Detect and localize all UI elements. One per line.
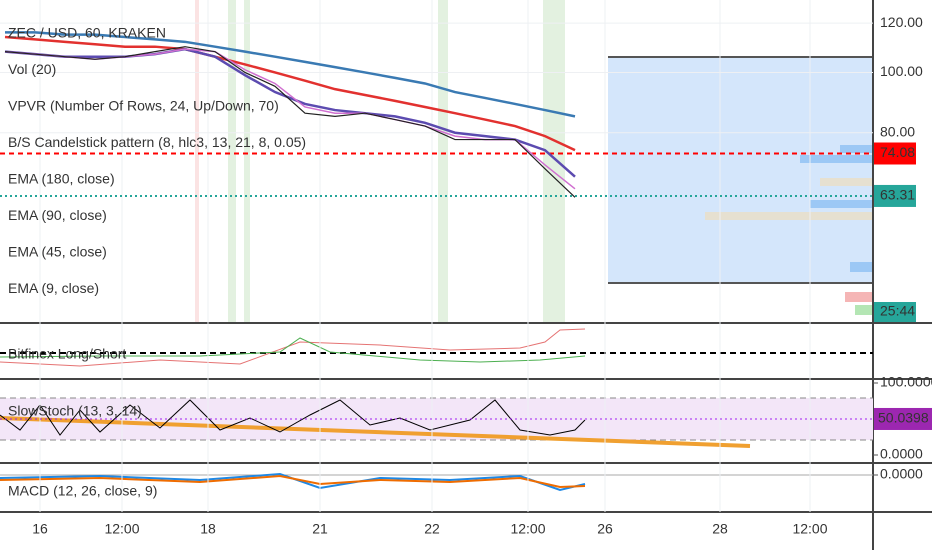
y-tick-label: 0.0000 — [880, 466, 923, 482]
vpvr-range — [608, 57, 873, 283]
macd-signal — [0, 474, 586, 489]
price-tag — [874, 142, 916, 165]
pane-title: Bitfinex Long/Short — [8, 346, 126, 362]
x-tick-label: 16 — [32, 521, 48, 537]
legend-entry: ZEC / USD, 60, KRAKEN — [8, 25, 166, 41]
x-tick-label: 28 — [712, 521, 728, 537]
y-tick-label: 80.00 — [880, 123, 915, 139]
x-tick-label: 26 — [597, 521, 613, 537]
price-line — [4, 46, 576, 198]
stoch-k — [0, 399, 586, 436]
x-tick-label: 12:00 — [104, 521, 139, 537]
legend-entry: EMA (90, close) — [8, 207, 107, 223]
x-tick-label: 12:00 — [510, 521, 545, 537]
signal-bands — [195, 0, 565, 322]
x-tick-label: 12:00 — [792, 521, 827, 537]
countdown: 25:44 — [880, 303, 915, 319]
ema-line — [4, 47, 576, 178]
vpvr-bars — [705, 145, 873, 315]
legend-entry: B/S Candelstick pattern (8, hlc3, 13, 21… — [8, 134, 306, 150]
ls-long — [0, 328, 586, 367]
y-tick-label: 120.00 — [880, 14, 923, 30]
stoch-tag-label: 50.0398 — [878, 410, 929, 426]
price-tag — [874, 184, 916, 207]
legend-entry: EMA (9, close) — [8, 280, 99, 296]
x-tick-label: 18 — [200, 521, 216, 537]
pane-title: SlowStoch (13, 3, 14) — [8, 403, 142, 419]
legend-entry: EMA (45, close) — [8, 244, 107, 260]
price-tag-label: 74.08 — [880, 144, 915, 160]
ls-short — [0, 337, 586, 363]
legend-entry: Vol (20) — [8, 61, 56, 77]
ema-line — [4, 35, 576, 152]
x-tick-label: 22 — [424, 521, 440, 537]
y-tick-label: 100.0000 — [880, 374, 932, 390]
legend-entry: VPVR (Number Of Rows, 24, Up/Down, 70) — [8, 98, 279, 114]
y-tick-label: 100.00 — [880, 63, 923, 79]
stoch-trend — [0, 416, 751, 448]
x-tick-label: 21 — [312, 521, 328, 537]
pane-title: MACD (12, 26, close, 9) — [8, 483, 157, 499]
countdown-tag — [874, 302, 916, 322]
stoch-tag — [874, 407, 932, 430]
y-tick-label: 0.0000 — [880, 446, 923, 462]
legend-entry: EMA (180, close) — [8, 171, 115, 187]
ema-line — [5, 31, 576, 118]
price-tag-label: 63.31 — [880, 187, 915, 203]
